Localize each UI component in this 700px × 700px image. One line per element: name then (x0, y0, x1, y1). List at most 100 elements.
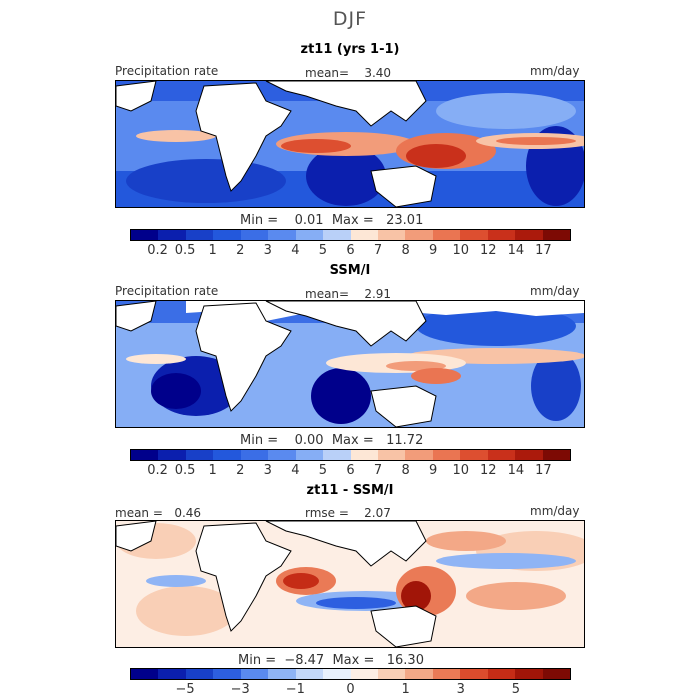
colorbar-2-swatch (377, 450, 406, 460)
colorbar-2-swatch (542, 450, 570, 460)
colorbar-3-swatch (460, 669, 488, 679)
colorbar-2-swatch (515, 450, 543, 460)
colorbar-tick-label: 10 (452, 463, 470, 478)
colorbar-2-swatch (158, 450, 186, 460)
colorbar-tick-label: 12 (480, 463, 497, 478)
colorbar-tick-label: 0.2 (147, 243, 168, 258)
colorbar-3-swatch (131, 669, 159, 679)
colorbar-3-ticks: −5 −3 −1 0 1 3 5 (130, 682, 571, 698)
colorbar-tick-label: 17 (535, 463, 552, 478)
colorbar-3 (130, 668, 571, 680)
colorbar-2-swatch (131, 450, 159, 460)
panel-2-mean-label: mean= 2.91 (305, 287, 392, 301)
colorbar-tick-label: −5 (175, 682, 195, 697)
colorbar-tick-label: 1 (208, 243, 217, 258)
colorbar-2-swatch (185, 450, 214, 460)
panel-1-variable-label: Precipitation rate (115, 64, 219, 78)
colorbar-1-swatch (158, 230, 186, 240)
colorbar-1-swatch (268, 230, 296, 240)
colorbar-3-swatch (158, 669, 186, 679)
colorbar-1-swatch (515, 230, 543, 240)
colorbar-1-swatch (240, 230, 269, 240)
colorbar-3-swatch (213, 669, 241, 679)
panel-3-title: zt11 - SSM/I (306, 483, 394, 498)
colorbar-tick-label: 2 (236, 243, 245, 258)
colorbar-3-swatch (542, 669, 570, 679)
colorbar-tick-label: 6 (346, 243, 355, 258)
colorbar-tick-label: −1 (285, 682, 305, 697)
colorbar-tick-label: 8 (401, 243, 410, 258)
colorbar-tick-label: 1 (208, 463, 217, 478)
colorbar-1-swatch (542, 230, 570, 240)
panel-3-minmax: Min = −8.47 Max = 16.30 (238, 653, 424, 668)
colorbar-3-swatch (295, 669, 324, 679)
colorbar-1-swatch (350, 230, 378, 240)
panel-1-minmax: Min = 0.01 Max = 23.01 (240, 213, 424, 228)
colorbar-tick-label: 9 (429, 243, 438, 258)
colorbar-tick-label: 3 (263, 243, 272, 258)
panel-2-minmax: Min = 0.00 Max = 11.72 (240, 433, 424, 448)
colorbar-tick-label: 14 (507, 243, 525, 258)
colorbar-1-swatch (131, 230, 159, 240)
panel-2-map-svg (116, 301, 584, 427)
colorbar-tick-label: 6 (346, 463, 355, 478)
colorbar-tick-label: 7 (373, 243, 383, 258)
colorbar-2-swatch (460, 450, 488, 460)
colorbar-tick-label: 4 (291, 243, 300, 258)
colorbar-tick-label: 3 (456, 682, 465, 697)
panel-3-rmse-label: rmse = 2.07 (305, 506, 391, 520)
colorbar-tick-label: 0 (346, 682, 355, 697)
panel-1-units-label: mm/day (530, 64, 580, 78)
colorbar-2-swatch (487, 450, 516, 460)
colorbar-1-ticks: 0.2 0.5 1 2 3 4 5 6 7 8 9 10 12 14 17 (130, 243, 571, 259)
colorbar-2-swatch (295, 450, 324, 460)
colorbar-tick-label: 5 (318, 463, 328, 478)
colorbar-tick-label: 0.5 (174, 463, 196, 478)
panel-3-map-svg (116, 521, 584, 647)
colorbar-3-swatch (432, 669, 461, 679)
colorbar-3-swatch (515, 669, 543, 679)
colorbar-tick-label: 17 (535, 243, 552, 258)
colorbar-tick-label: 9 (429, 463, 438, 478)
colorbar-tick-label: 5 (318, 243, 328, 258)
colorbar-1-swatch (295, 230, 324, 240)
panel-1-mean-label: mean= 3.40 (305, 66, 392, 80)
colorbar-3-swatch (240, 669, 269, 679)
season-title: DJF (332, 8, 368, 30)
colorbar-1-swatch (460, 230, 488, 240)
colorbar-tick-label: 4 (291, 463, 300, 478)
panel-1-map-svg (116, 81, 584, 207)
colorbar-tick-label: 7 (373, 463, 383, 478)
colorbar-2-swatch (350, 450, 378, 460)
colorbar-2-swatch (240, 450, 269, 460)
colorbar-1 (130, 229, 571, 241)
colorbar-tick-label: 0.5 (174, 243, 196, 258)
colorbar-1-swatch (185, 230, 214, 240)
colorbar-3-swatch (268, 669, 296, 679)
panel-2-variable-label: Precipitation rate (115, 284, 219, 298)
panel-2-units-label: mm/day (530, 284, 580, 298)
colorbar-tick-label: 12 (480, 243, 497, 258)
colorbar-1-swatch (432, 230, 461, 240)
colorbar-tick-label: 3 (263, 463, 272, 478)
panel-3-units-label: mm/day (530, 504, 580, 518)
colorbar-tick-label: 8 (401, 463, 410, 478)
colorbar-tick-label: −3 (230, 682, 250, 697)
colorbar-tick-label: 14 (507, 463, 525, 478)
colorbar-3-swatch (487, 669, 516, 679)
colorbar-1-swatch (213, 230, 241, 240)
colorbar-2 (130, 449, 571, 461)
colorbar-tick-label: 10 (452, 243, 470, 258)
panel-2-title: SSM/I (329, 263, 371, 278)
colorbar-3-swatch (323, 669, 351, 679)
colorbar-1-swatch (377, 230, 406, 240)
panel-1-title: zt11 (yrs 1-1) (300, 42, 400, 57)
colorbar-2-swatch (432, 450, 461, 460)
panel-1-map (115, 80, 585, 208)
colorbar-3-swatch (185, 669, 214, 679)
colorbar-3-swatch (377, 669, 406, 679)
colorbar-2-swatch (268, 450, 296, 460)
colorbar-2-swatch (405, 450, 433, 460)
colorbar-2-swatch (213, 450, 241, 460)
panel-3-map (115, 520, 585, 648)
